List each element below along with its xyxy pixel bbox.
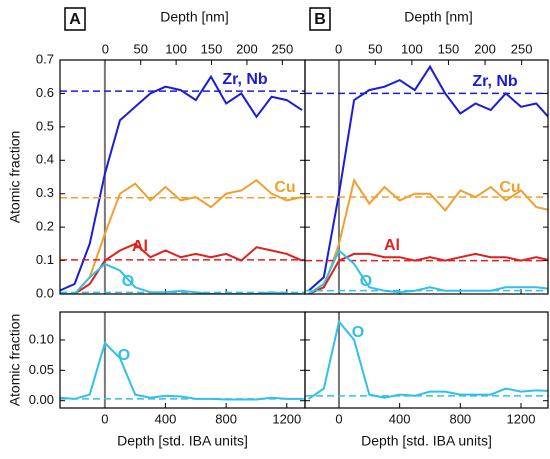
series-line	[308, 252, 548, 294]
series-line	[60, 179, 303, 294]
series-label: Cu	[499, 179, 520, 196]
series-label: O	[118, 347, 130, 364]
x2-tick-label: 50	[133, 41, 147, 56]
plot-frame	[59, 311, 306, 409]
y-tick-label: 0.05	[29, 362, 54, 377]
x-tick-label: 1200	[272, 411, 301, 426]
x-axis-title: Depth [std. IBA units]	[117, 433, 248, 449]
x2-tick-label: 150	[201, 41, 223, 56]
plot-frame	[304, 311, 549, 409]
x-tick-label: 400	[389, 411, 411, 426]
y-tick-label: 0.6	[36, 85, 54, 100]
series-line	[308, 319, 548, 400]
y-tick-label: 0.5	[36, 118, 54, 133]
x2-tick-label: 100	[165, 41, 187, 56]
series-label: O	[352, 324, 364, 341]
panel-box	[64, 7, 86, 31]
series-label: Zr, Nb	[472, 73, 518, 90]
panel-label: B	[314, 11, 326, 28]
x2-tick-label: 0	[335, 41, 342, 56]
y-tick-label: 0.00	[29, 392, 54, 407]
series-line	[60, 242, 303, 294]
x2-tick-label: 200	[236, 41, 258, 56]
x-axis-title: Depth [std. IBA units]	[361, 433, 492, 449]
series-line	[308, 248, 548, 294]
series-line	[308, 177, 548, 294]
x2-tick-label: 250	[271, 41, 293, 56]
x-tick-label: 800	[449, 411, 471, 426]
series-line	[60, 262, 302, 294]
y-tick-label: 0.3	[36, 185, 54, 200]
x2-tick-label: 200	[474, 41, 496, 56]
x2-axis-title: Depth [nm]	[160, 9, 228, 25]
y-tick-label: 0.1	[36, 252, 54, 267]
x2-tick-label: 50	[368, 41, 382, 56]
panel-label: A	[69, 11, 81, 28]
plot-frame	[304, 59, 549, 295]
y-tick-label: 0.4	[36, 152, 54, 167]
series-line	[60, 341, 302, 401]
x2-axis-title: Depth [nm]	[404, 9, 472, 25]
panel-box	[309, 7, 331, 31]
x2-tick-label: 150	[438, 41, 460, 56]
x-tick-label: 0	[335, 411, 342, 426]
y-tick-label: 0.7	[36, 51, 54, 66]
y-tick-label: 0.0	[36, 285, 54, 300]
y-axis-title: Atomic fraction	[7, 314, 23, 407]
x2-tick-label: 0	[102, 41, 109, 56]
series-line	[307, 64, 548, 292]
series-label: Zr, Nb	[222, 71, 268, 88]
x-tick-label: 1200	[507, 411, 536, 426]
series-label: Al	[384, 237, 400, 254]
x2-tick-label: 100	[401, 41, 423, 56]
series-label: Al	[132, 238, 148, 255]
series-label: Cu	[274, 179, 295, 196]
x-tick-label: 0	[101, 411, 108, 426]
x2-tick-label: 250	[511, 41, 533, 56]
y-tick-label: 0.2	[36, 219, 54, 234]
y-tick-label: 0.10	[29, 331, 54, 346]
x-tick-label: 800	[215, 411, 237, 426]
series-label: O	[122, 273, 134, 290]
y-axis-title: Atomic fraction	[7, 131, 23, 224]
series-label: O	[360, 273, 372, 290]
x-tick-label: 400	[155, 411, 177, 426]
